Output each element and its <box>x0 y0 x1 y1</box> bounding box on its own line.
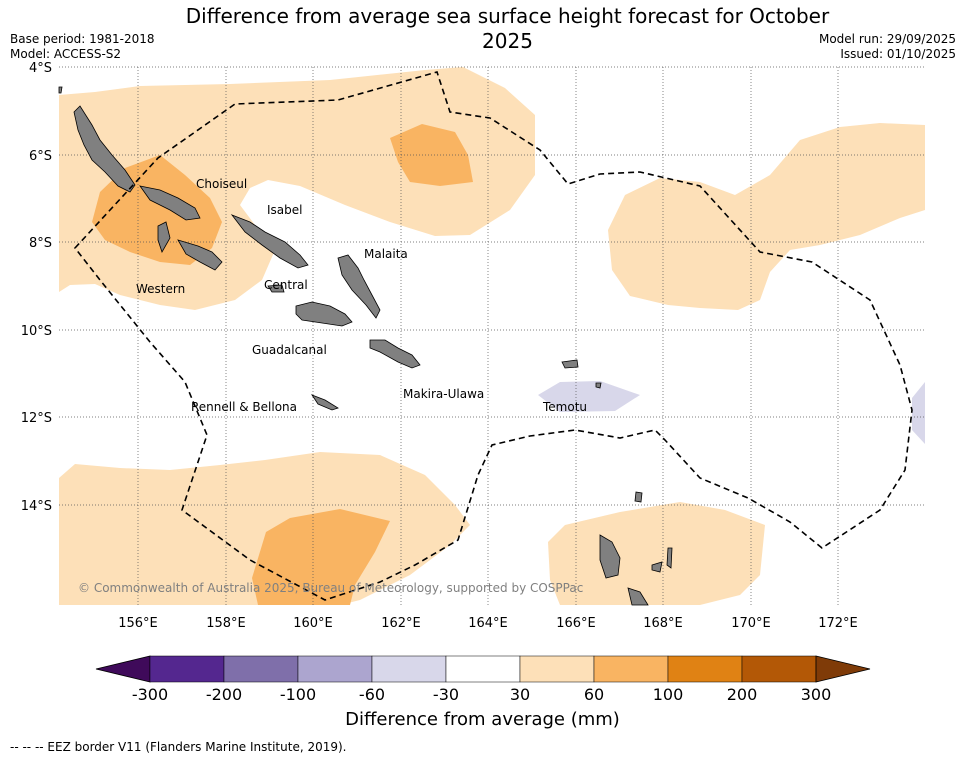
island-guadalcanal <box>295 301 353 327</box>
lon-tick-label: 156°E <box>118 616 158 631</box>
lon-tick-label: 172°E <box>818 616 858 631</box>
province-label: Isabel <box>267 203 302 217</box>
lon-tick-label: 160°E <box>293 616 333 631</box>
base-period: Base period: 1981-2018 <box>10 32 155 46</box>
eez-border <box>73 71 913 601</box>
island-rennell <box>310 394 339 411</box>
anomaly-region-light <box>59 452 470 605</box>
gridlines <box>59 66 925 605</box>
colorbar-label: -100 <box>279 685 317 704</box>
colorbar-label: 100 <box>652 685 684 704</box>
anomaly-region-negative <box>538 381 640 412</box>
lon-tick-label: 168°E <box>643 616 683 631</box>
map-area <box>58 66 925 606</box>
province-label: Central <box>264 278 308 292</box>
colorbar-label: 300 <box>800 685 832 704</box>
lat-tick-label: 12°S <box>21 411 52 426</box>
colorbar-label: 30 <box>509 685 531 704</box>
island-vanuatu-3 <box>651 561 663 573</box>
province-label: Rennell & Bellona <box>191 400 297 414</box>
lon-tick-label: 158°E <box>206 616 246 631</box>
colorbar-segment <box>741 655 817 683</box>
lon-tick-label: 162°E <box>381 616 421 631</box>
colorbar-segment <box>667 655 743 683</box>
island-western <box>157 221 171 253</box>
island-bougainville <box>58 86 63 94</box>
lon-tick-label: 164°E <box>468 616 508 631</box>
issued-date: Issued: 01/10/2025 <box>840 47 956 61</box>
province-label: Choiseul <box>196 177 247 191</box>
island-vanuatu-4 <box>666 547 673 569</box>
province-label: Guadalcanal <box>252 343 327 357</box>
anomaly-region-negative <box>912 382 925 444</box>
colorbar-label: 60 <box>583 685 605 704</box>
eez-legend: -- -- -- EEZ border V11 (Flanders Marine… <box>10 740 347 754</box>
land-masses <box>58 86 673 606</box>
island-vanuatu-2 <box>627 587 649 606</box>
island-temotu <box>561 359 579 369</box>
colorbar-label: -30 <box>432 685 460 704</box>
model-run: Model run: 29/09/2025 <box>818 32 956 46</box>
island-vanuatu-1 <box>599 534 621 579</box>
island-small-w1 <box>230 214 309 269</box>
colorbar-label: 200 <box>726 685 758 704</box>
lat-tick-label: 14°S <box>21 499 52 514</box>
lat-tick-label: 6°S <box>29 149 52 164</box>
island-vella <box>177 239 223 271</box>
colorbar <box>95 655 871 683</box>
anomaly-region-light <box>548 502 765 605</box>
colorbar-segment <box>445 655 521 683</box>
meta-right: Model run: 29/09/2025 Issued: 01/10/2025 <box>819 32 956 62</box>
colorbar-label: -200 <box>205 685 243 704</box>
island-makira <box>369 339 421 369</box>
lat-tick-label: 4°S <box>29 61 52 76</box>
lon-tick-label: 166°E <box>556 616 596 631</box>
colorbar-extend-high <box>815 655 871 683</box>
lat-tick-label: 8°S <box>29 236 52 251</box>
province-label: Malaita <box>364 247 408 261</box>
island-temotu-2 <box>595 382 602 389</box>
colorbar-segment <box>149 655 225 683</box>
lat-tick-label: 10°S <box>21 324 52 339</box>
island-central <box>267 284 285 293</box>
island-vanuatu-5 <box>634 491 643 503</box>
model-name: Model: ACCESS-S2 <box>10 47 122 61</box>
colorbar-segment <box>297 655 373 683</box>
anomaly-region-light <box>608 123 925 310</box>
province-label: Temotu <box>542 400 587 414</box>
colorbar-extend-low <box>95 655 151 683</box>
chart-title: Difference from average sea surface heig… <box>185 4 830 53</box>
province-label: Makira-Ulawa <box>403 387 484 401</box>
colorbar-segment <box>519 655 595 683</box>
copyright-text: © Commonwealth of Australia 2025, Bureau… <box>78 581 583 595</box>
colorbar-title: Difference from average (mm) <box>345 709 620 730</box>
colorbar-segment <box>593 655 669 683</box>
island-new-georgia <box>139 185 201 221</box>
meta-left: Base period: 1981-2018 Model: ACCESS-S2 <box>10 32 155 62</box>
colorbar-segment <box>223 655 299 683</box>
island-malaita <box>337 254 381 319</box>
lon-tick-label: 170°E <box>731 616 771 631</box>
colorbar-segment <box>371 655 447 683</box>
island-choiseul <box>73 105 136 193</box>
colorbar-label: -300 <box>131 685 169 704</box>
province-label: Western <box>136 282 185 296</box>
colorbar-label: -60 <box>358 685 386 704</box>
anomaly-region-medium <box>252 509 390 605</box>
